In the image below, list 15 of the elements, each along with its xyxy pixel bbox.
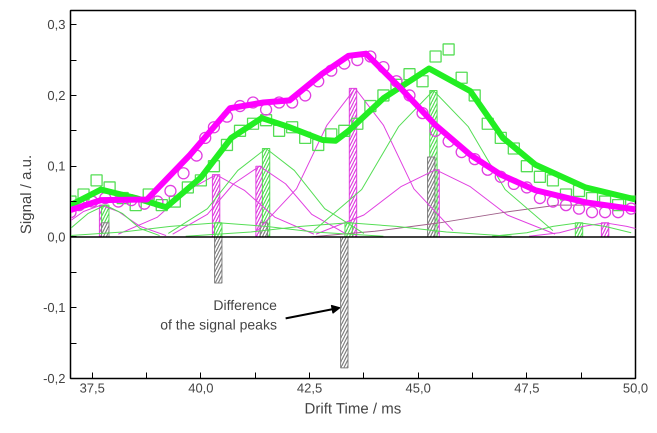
y-tick-label: -0,1 <box>43 300 66 316</box>
y-tick-label: 0,2 <box>47 88 66 103</box>
y-tick-label: 0,1 <box>47 158 66 174</box>
x-tick-label: 50,0 <box>622 380 648 396</box>
y-tick-label: 0,0 <box>47 229 66 244</box>
annotation: Difference of the signal peaks <box>160 297 278 332</box>
x-tick-label: 45,0 <box>406 380 431 396</box>
x-tick-label: 42,5 <box>296 380 322 396</box>
y-axis-title: Signal / a.u. <box>18 154 36 234</box>
y-tick-label: -0,2 <box>43 371 66 386</box>
x-tick-label: 40,0 <box>188 380 214 396</box>
y-tick-label: 0,3 <box>47 17 66 32</box>
x-axis-title: Drift Time / ms <box>304 400 402 418</box>
x-tick-label: 37,5 <box>80 380 105 396</box>
x-tick-label: 47,5 <box>514 380 540 396</box>
